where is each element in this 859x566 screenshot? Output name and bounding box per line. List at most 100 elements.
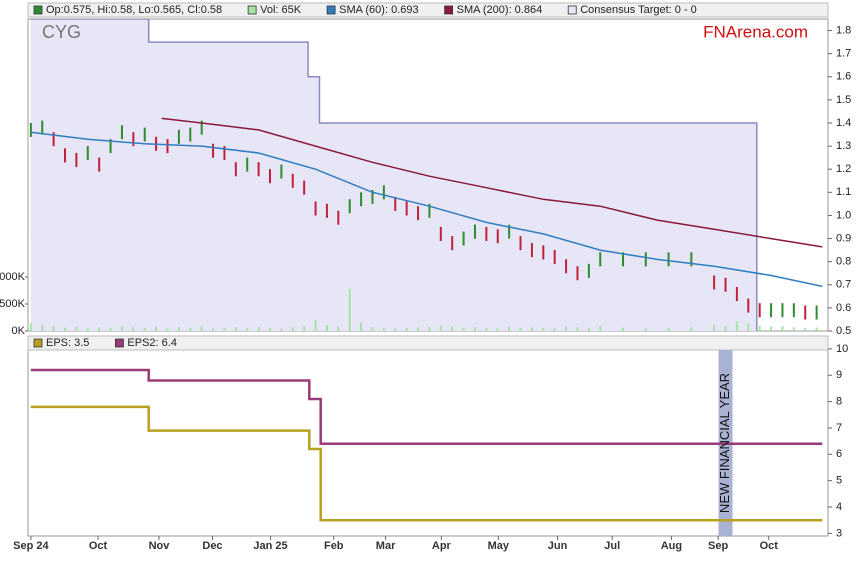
annotation-text: NEW FINANCIAL YEAR (717, 373, 732, 513)
price-bar (439, 226, 442, 241)
legend-label: EPS: 3.5 (46, 337, 89, 349)
x-tick-label: Sep 24 (13, 540, 49, 552)
price-bar (781, 303, 784, 318)
volume-bar (644, 328, 647, 331)
price-bar (29, 122, 32, 137)
y-tick-label: 9 (836, 369, 842, 381)
volume-bar (280, 328, 283, 331)
price-bar (417, 206, 420, 221)
price-bar (747, 298, 750, 313)
price-bar (246, 157, 249, 172)
y-tick-label: 0.7 (836, 279, 851, 291)
volume-bar (257, 326, 260, 331)
price-bar (223, 146, 226, 161)
volume-bar (599, 326, 602, 331)
volume-bar (804, 327, 807, 331)
price-bar (451, 236, 454, 251)
price-bar (462, 231, 465, 246)
price-bar (644, 252, 647, 267)
price-bar (622, 252, 625, 267)
sma-line (161, 117, 823, 248)
price-bar (291, 173, 294, 188)
price-bar (792, 303, 795, 318)
y-tick-label: 1.3 (836, 140, 851, 152)
volume-bar (428, 326, 431, 331)
price-bar (348, 199, 351, 214)
volume-bar (382, 327, 385, 331)
volume-bar (394, 328, 397, 331)
y-tick-label: 7 (836, 422, 842, 434)
y-tick-label: 0.8 (836, 256, 851, 268)
price-bar (587, 263, 590, 278)
legend-swatch (567, 5, 577, 15)
legend-label: SMA (60): 0.693 (339, 4, 419, 16)
legend-swatch (247, 5, 257, 15)
chart-title: CYG (42, 22, 81, 42)
price-bar (41, 120, 44, 135)
y2-tick-label: 0K (12, 325, 26, 337)
price-bar (212, 143, 215, 158)
legend-swatch (33, 5, 43, 15)
price-bar (804, 305, 807, 320)
y-tick-label: 1.0 (836, 209, 851, 221)
volume-bar (64, 327, 67, 331)
y-tick-label: 1.6 (836, 71, 851, 83)
y-tick-label: 5 (836, 475, 842, 487)
y-tick-label: 10 (836, 343, 848, 355)
price-bar (576, 266, 579, 281)
y-tick-label: 0.5 (836, 325, 851, 337)
volume-bar (542, 327, 545, 331)
x-tick-label: Apr (432, 540, 452, 552)
volume-bar (735, 321, 738, 331)
volume-bar (451, 326, 454, 331)
x-tick-label: Jan 25 (253, 540, 287, 552)
price-bar (64, 148, 67, 163)
volume-bar (200, 326, 203, 331)
y2-tick-label: 500K (0, 298, 26, 310)
y-tick-label: 1.4 (836, 117, 851, 129)
x-tick-label: Feb (324, 540, 344, 552)
x-tick-label: Mar (376, 540, 396, 552)
volume-bar (496, 328, 499, 331)
y-tick-label: 8 (836, 396, 842, 408)
price-bar (713, 275, 716, 290)
price-bar (553, 250, 556, 265)
eps-panel (27, 335, 829, 537)
volume-bar (587, 327, 590, 331)
target-area (30, 19, 757, 331)
price-bar (394, 196, 397, 211)
y-tick-label: 1.2 (836, 163, 851, 175)
volume-bar (405, 327, 408, 331)
volume-bar (553, 328, 556, 331)
volume-bar (75, 326, 78, 331)
y-tick-label: 0.6 (836, 302, 851, 314)
volume-bar (246, 327, 249, 331)
legend-label: Op:0.575, Hi:0.58, Lo:0.565, Cl:0.58 (46, 4, 222, 16)
target-line (30, 19, 758, 331)
price-bar (303, 180, 306, 195)
volume-bar (508, 326, 511, 331)
x-tick-label: Dec (202, 540, 222, 552)
volume-bar (519, 327, 522, 331)
price-bar (120, 125, 123, 140)
volume-bar (622, 327, 625, 331)
volume-bar (212, 328, 215, 331)
price-bar (815, 305, 818, 320)
legend-label: Vol: 65K (260, 4, 302, 16)
volume-bar (29, 322, 32, 331)
eps-line (30, 368, 823, 446)
price-bar (382, 185, 385, 200)
legend-swatch (33, 338, 43, 348)
volume-bar (667, 327, 670, 331)
price-bar (257, 162, 260, 177)
price-bar (473, 224, 476, 239)
price-bar (325, 203, 328, 218)
x-tick-label: May (488, 540, 510, 552)
volume-bar (234, 327, 237, 331)
volume-bar (565, 326, 568, 331)
price-bar (314, 201, 317, 216)
y2-tick-label: 1000K (0, 271, 26, 283)
volume-bar (52, 326, 55, 331)
price-bar (132, 132, 135, 147)
volume-bar (770, 326, 773, 331)
